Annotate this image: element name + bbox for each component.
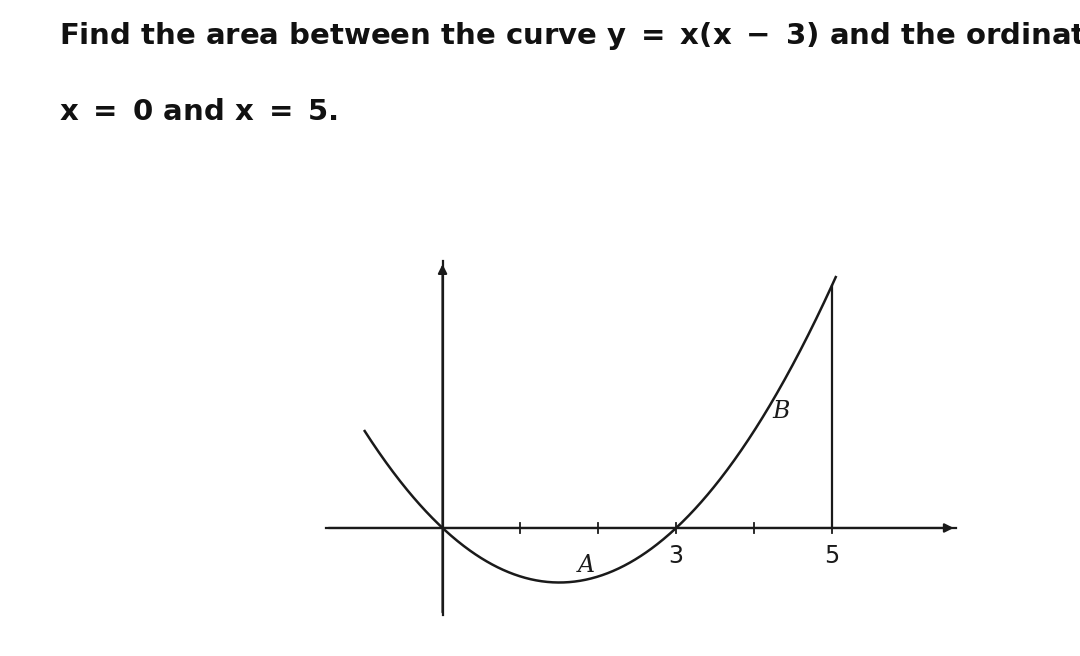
Text: Find the area between the curve $\mathbf{y\ =\ x(x\ -\ 3)}$ and the ordinates: Find the area between the curve $\mathbf… — [59, 20, 1080, 52]
Text: 3: 3 — [669, 544, 684, 567]
Text: A: A — [578, 554, 595, 577]
Text: 5: 5 — [824, 544, 839, 567]
Text: $\mathbf{x\ =\ 0}$ and $\mathbf{x\ =\ 5.}$: $\mathbf{x\ =\ 0}$ and $\mathbf{x\ =\ 5.… — [59, 98, 338, 127]
Text: B: B — [772, 400, 789, 423]
